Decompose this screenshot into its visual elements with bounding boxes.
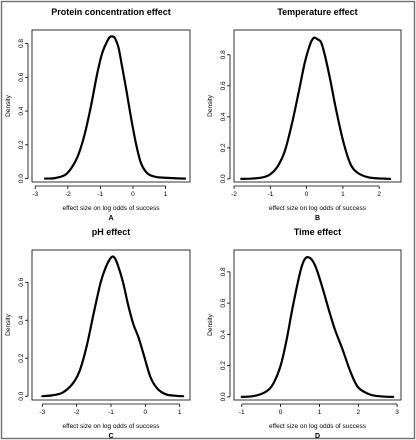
y-axis-title: Density xyxy=(207,94,214,116)
x-tick-label: 0 xyxy=(279,409,283,416)
x-axis-title: effect size on log odds of success xyxy=(62,423,160,430)
panel-letter: C xyxy=(108,433,113,440)
x-tick-label: 2 xyxy=(356,409,360,416)
x-tick-label: -1 xyxy=(239,409,245,416)
panel-letter: A xyxy=(108,215,113,222)
x-tick-label: 0 xyxy=(144,409,148,416)
panel-title: pH effect xyxy=(92,227,131,237)
x-tick-label: 1 xyxy=(341,191,345,198)
x-axis-title: effect size on log odds of success xyxy=(62,205,160,212)
plot-box xyxy=(233,249,402,401)
panel-letter: B xyxy=(315,215,320,222)
x-tick-label: -3 xyxy=(32,191,38,198)
y-tick-label: 0.2 xyxy=(18,353,25,362)
x-tick-label: -1 xyxy=(98,191,104,198)
x-tick-label: -2 xyxy=(74,409,80,416)
y-tick-label: 0.6 xyxy=(220,298,227,307)
plot-box xyxy=(31,249,191,401)
density-curve xyxy=(41,255,185,398)
x-tick-label: 1 xyxy=(178,409,182,416)
y-tick-label: 0.2 xyxy=(18,140,25,149)
x-tick-label: -1 xyxy=(267,191,273,198)
x-tick-label: -2 xyxy=(65,191,71,198)
y-axis-title: Density xyxy=(207,313,214,335)
y-tick-label: 0.8 xyxy=(220,267,227,276)
y-axis-title: Density xyxy=(5,94,12,116)
y-tick-label: 0.6 xyxy=(18,277,25,286)
y-tick-label: 0.6 xyxy=(220,81,227,90)
panel-title: Protein concentration effect xyxy=(51,7,171,17)
y-tick-label: 0.0 xyxy=(18,391,25,400)
panel-letter: D xyxy=(315,433,320,440)
x-tick-label: -2 xyxy=(231,191,237,198)
x-tick-label: -3 xyxy=(39,409,45,416)
y-tick-label: 0.4 xyxy=(18,315,25,324)
panel-title: Temperature effect xyxy=(277,7,357,17)
y-tick-label: 0.0 xyxy=(220,392,227,401)
y-tick-label: 0.6 xyxy=(18,72,25,81)
x-tick-label: 3 xyxy=(395,409,399,416)
y-axis-title: Density xyxy=(5,313,12,335)
plot-box xyxy=(233,29,402,183)
y-tick-label: 0.4 xyxy=(220,112,227,121)
x-tick-label: 0 xyxy=(305,191,309,198)
y-tick-label: 0.4 xyxy=(220,329,227,338)
y-tick-label: 0.0 xyxy=(18,174,25,183)
x-tick-label: 0 xyxy=(131,191,135,198)
y-tick-label: 0.2 xyxy=(220,361,227,370)
y-tick-label: 0.4 xyxy=(18,106,25,115)
plot-box xyxy=(31,29,191,183)
panel-4: Time effect -1 0 1 2 3 0.0 0.2 0.4 0.6 0.8 effect s… xyxy=(207,227,402,440)
panel-3: pH effect -3 -2 -1 0 1 0.0 0.2 0.4 0.6 effect size… xyxy=(5,227,191,440)
density-curve xyxy=(43,35,187,180)
x-tick-label: 2 xyxy=(377,191,381,198)
y-tick-label: 0.8 xyxy=(18,39,25,48)
y-tick-label: 0.8 xyxy=(220,50,227,59)
x-tick-label: 1 xyxy=(164,191,168,198)
panel-2: Temperature effect -2 -1 0 1 2 0.0 0.2 0.4 0.6 0.8… xyxy=(207,7,402,222)
panel-title: Time effect xyxy=(294,227,341,237)
y-tick-label: 0.2 xyxy=(220,143,227,152)
density-curve xyxy=(240,36,392,180)
density-curve xyxy=(240,255,395,398)
x-tick-label: -1 xyxy=(108,409,114,416)
x-axis-title: effect size on log odds of success xyxy=(269,423,367,430)
x-tick-label: 1 xyxy=(318,409,322,416)
panel-1: Protein concentration effect -3 -2 -1 0 1 0.0 0… xyxy=(5,7,191,222)
y-tick-label: 0.0 xyxy=(220,174,227,183)
x-axis-title: effect size on log odds of success xyxy=(269,205,367,212)
